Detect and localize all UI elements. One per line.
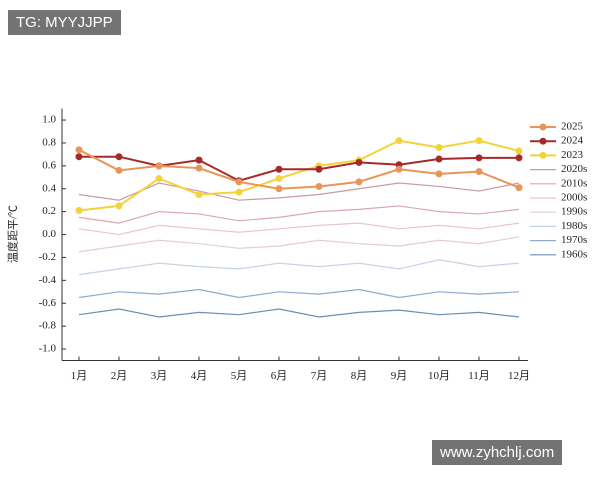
legend-marker [539, 123, 547, 131]
series-line [78, 182, 520, 201]
point [155, 162, 163, 170]
point [515, 147, 523, 155]
series-line [78, 259, 520, 276]
series-line [78, 288, 520, 299]
y-tick-label: 0.8 [42, 136, 56, 148]
point [155, 174, 163, 182]
point [115, 166, 123, 174]
point [195, 156, 203, 164]
point [435, 155, 443, 163]
legend-label: 2010s [561, 177, 587, 189]
x-tick-label: 4月 [191, 370, 208, 382]
y-tick-label: -0.8 [39, 320, 57, 332]
legend-label: 2024 [561, 135, 584, 147]
x-tick-label: 5月 [231, 370, 248, 382]
series-line [79, 155, 519, 182]
y-tick-label: 0.0 [42, 228, 56, 240]
point [75, 153, 83, 161]
legend-marker [539, 137, 547, 145]
watermark: www.zyhchlj.com [432, 440, 563, 465]
series-line [78, 205, 520, 224]
watermark: TG: MYYJJPP [8, 10, 121, 35]
point [435, 144, 443, 152]
point [235, 188, 243, 196]
y-axis-label: 温度距平/℃ [6, 205, 20, 263]
point [395, 165, 403, 173]
y-tick-label: 0.4 [42, 182, 56, 194]
point [355, 178, 363, 186]
point [195, 164, 203, 172]
legend-label: 2000s [561, 192, 587, 204]
series-line [78, 308, 520, 318]
legend-label: 2025 [561, 121, 584, 133]
point [475, 168, 483, 176]
x-tick-label: 2月 [111, 370, 128, 382]
point [115, 153, 123, 161]
point [435, 170, 443, 178]
y-tick-label: -0.6 [39, 297, 57, 309]
legend-marker [539, 151, 547, 159]
legend-label: 1970s [561, 234, 587, 246]
point [75, 146, 83, 154]
y-tick-label: -1.0 [39, 343, 57, 355]
y-tick-label: 0.2 [42, 205, 56, 217]
x-tick-label: 7月 [311, 370, 328, 382]
point [355, 158, 363, 166]
point [75, 207, 83, 215]
series-line [78, 148, 520, 190]
y-tick-label: 1.0 [42, 114, 56, 126]
x-tick-label: 8月 [351, 370, 368, 382]
series-line [78, 139, 520, 212]
point [275, 165, 283, 173]
series-line [78, 222, 520, 236]
legend-label: 1960s [561, 248, 587, 260]
y-tick-label: -0.4 [39, 274, 57, 286]
legend-label: 1980s [561, 220, 587, 232]
point [515, 154, 523, 162]
y-tick-label: 0.6 [42, 159, 56, 171]
x-tick-label: 10月 [428, 370, 450, 382]
point [475, 137, 483, 145]
legend-label: 2020s [561, 163, 587, 175]
point [195, 190, 203, 198]
series-line [78, 236, 520, 253]
legend-label: 2023 [561, 149, 584, 161]
x-tick-label: 3月 [151, 370, 168, 382]
point [395, 137, 403, 145]
point [275, 174, 283, 182]
legend-label: 1990s [561, 206, 587, 218]
x-tick-label: 1月 [71, 370, 88, 382]
point [115, 202, 123, 210]
point [275, 185, 283, 193]
point [515, 184, 523, 192]
x-tick-label: 6月 [271, 370, 288, 382]
point [315, 165, 323, 173]
x-tick-label: 11月 [468, 370, 490, 382]
x-tick-label: 12月 [508, 370, 530, 382]
point [315, 182, 323, 190]
y-tick-label: -0.2 [39, 251, 56, 263]
point [235, 178, 243, 186]
x-tick-label: 9月 [391, 370, 408, 382]
point [475, 154, 483, 162]
